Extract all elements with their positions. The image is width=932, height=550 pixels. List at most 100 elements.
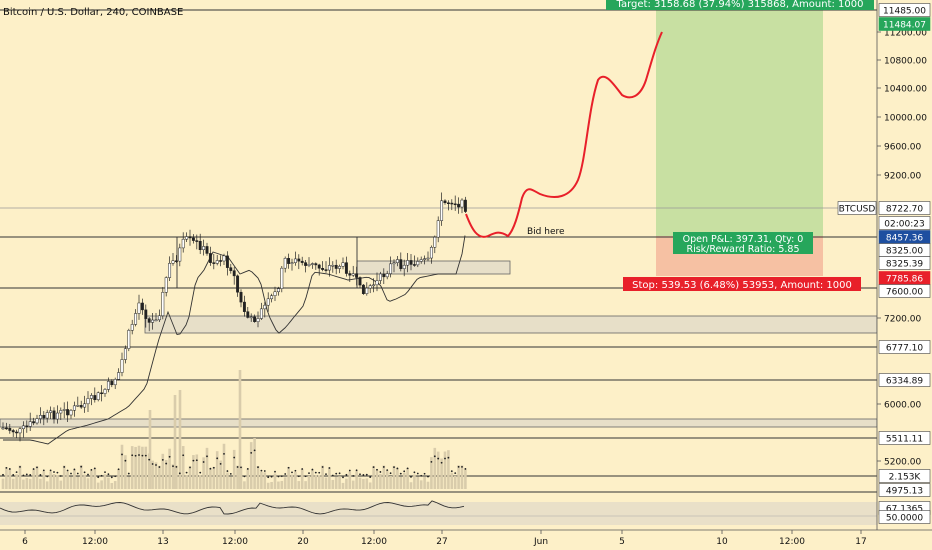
candle-body (171, 260, 175, 264)
volume-ma-dot (104, 471, 106, 474)
volume-ma-dot (29, 473, 32, 476)
candle-body (460, 199, 464, 208)
time-label: Jun (533, 537, 548, 547)
candle-body (389, 263, 393, 274)
candle-body (416, 261, 420, 266)
volume-ma-dot (416, 472, 419, 475)
volume-ma-dot (185, 471, 188, 474)
svg-text:8457.36: 8457.36 (886, 234, 923, 244)
volume-ma-dot (22, 474, 25, 477)
volume-ma-dot (93, 467, 96, 470)
volume-ma-dot (274, 470, 276, 473)
volume-ma-dot (36, 466, 38, 469)
time-label: 6 (22, 537, 28, 547)
candle-body (140, 302, 144, 311)
price-tag-6334: 6334.89 (878, 373, 931, 387)
volume-bar (358, 477, 362, 489)
volume-bar (426, 481, 430, 489)
volume-bar (304, 481, 307, 489)
volume-ma-dot (141, 454, 144, 457)
volume-ma-dot (267, 476, 270, 479)
volume-ma-dot (32, 468, 35, 470)
volume-bar (341, 482, 345, 489)
candle-body (232, 270, 236, 277)
profit-zone (656, 0, 823, 236)
volume-ma-dot (87, 473, 89, 476)
volume-bar (345, 478, 348, 489)
candle-body (225, 255, 229, 268)
volume-bar (324, 477, 328, 489)
pnl-label[interactable]: Open P&L: 397.31, Qty: 0 Risk/Reward Rat… (673, 232, 813, 255)
volume-bar (22, 479, 25, 489)
candle-body (49, 410, 53, 413)
price-tick-label: 5200.00 (884, 458, 921, 468)
candle-body (127, 330, 131, 349)
price-tag-11485: 11485.00 (878, 3, 931, 17)
volume-bar (385, 470, 389, 489)
candle-body (113, 379, 117, 386)
price-tag-6777: 6777.10 (878, 340, 931, 354)
svg-text:7785.86: 7785.86 (886, 275, 923, 285)
svg-text:Stop: 539.53 (6.48%) 53953, Am: Stop: 539.53 (6.48%) 53953, Amount: 1000 (632, 280, 852, 291)
candle-body (450, 202, 454, 205)
candle-body (86, 398, 90, 405)
candle-body (42, 415, 46, 419)
price-axis[interactable]: 11200.00 10800.00 10400.00 10000.00 9600.00 9… (837, 0, 932, 530)
volume-ma-dot (121, 453, 123, 456)
candle-body (195, 240, 199, 242)
symbol-title[interactable]: Bitcoin / U.S. Dollar, 240, COINBASE (3, 7, 183, 18)
candle-body (110, 381, 114, 386)
candle-body (62, 409, 66, 411)
svg-text:67.1365: 67.1365 (886, 505, 923, 515)
svg-text:7600.00: 7600.00 (886, 288, 923, 298)
target-label[interactable]: Target: 3158.68 (37.94%) 315868, Amount:… (606, 0, 874, 10)
price-tick-label: 10400.00 (884, 85, 927, 95)
volume-bar (328, 467, 331, 489)
time-axis[interactable]: 6 12:00 13 12:00 20 12:00 27 Jun 5 10 12:00 17 (0, 529, 932, 547)
candle-body (236, 275, 240, 293)
candle-body (4, 427, 8, 430)
volume-bars (1, 370, 467, 489)
volume-bar (260, 471, 263, 489)
candle-body (331, 264, 335, 267)
volume-ma-dot (66, 469, 69, 472)
volume-ma-dot (342, 476, 344, 479)
volume-bar (173, 395, 177, 489)
candle-body (283, 258, 287, 269)
candle-body (242, 301, 246, 312)
volume-ma-dots (2, 449, 467, 479)
volume-ma-dot (216, 457, 219, 460)
candle-body (436, 220, 440, 238)
price-tag-8325: 8325.00 (878, 243, 931, 257)
stop-label[interactable]: Stop: 539.53 (6.48%) 53953, Amount: 1000 (623, 277, 861, 291)
volume-ma-dot (399, 472, 402, 475)
volume-ma-dot (2, 473, 4, 476)
volume-ma-dot (457, 465, 460, 468)
volume-ma-dot (389, 472, 392, 475)
candle-body (106, 381, 110, 390)
candle-body (191, 237, 195, 241)
time-label: 12:00 (361, 537, 387, 547)
candle-body (120, 359, 124, 373)
volume-ma-dot (430, 460, 433, 463)
volume-ma-dot (219, 462, 222, 465)
time-label: 27 (436, 537, 447, 547)
time-label: 12:00 (82, 537, 108, 547)
volume-ma-dot (80, 465, 83, 468)
volume-bar (66, 471, 69, 489)
volume-ma-dot (297, 475, 300, 478)
volume-ma-dot (240, 466, 242, 469)
volume-bar (402, 472, 406, 489)
candle-body (378, 273, 382, 281)
volume-ma-dot (117, 468, 120, 471)
volume-bar (79, 465, 83, 489)
candle-body (222, 255, 226, 262)
volume-ma-dot (382, 466, 385, 468)
svg-text:11484.07: 11484.07 (883, 21, 926, 31)
volume-bar (280, 480, 284, 489)
volume-bar (243, 481, 246, 489)
volume-ma-dot (138, 454, 140, 456)
volume-ma-dot (178, 472, 181, 475)
volume-bar (399, 476, 403, 489)
